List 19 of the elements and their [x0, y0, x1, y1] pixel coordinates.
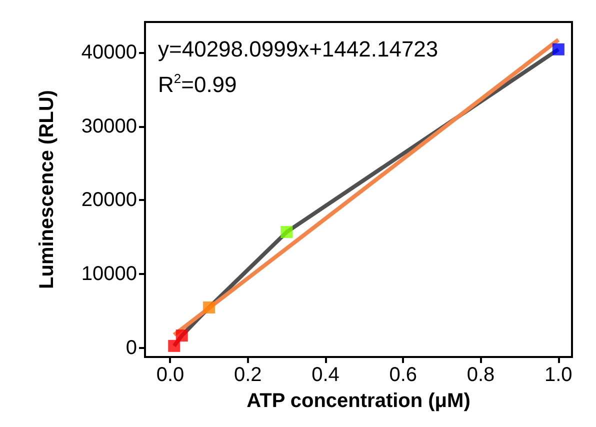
x-tick-label: 0.4 — [312, 364, 340, 386]
x-tick-label: 0.6 — [389, 364, 418, 386]
y-tick-label: 40000 — [81, 41, 137, 64]
x-tick-label: 0.0 — [156, 364, 184, 386]
y-tick-label: 0 — [126, 337, 137, 360]
point — [176, 330, 188, 342]
y-tick-label: 20000 — [81, 189, 137, 212]
x-axis-title: ATP concentration (μM) — [246, 390, 470, 412]
x-tick-label: 1.0 — [544, 364, 572, 386]
x-tick-label: 0.8 — [466, 364, 495, 386]
point — [168, 340, 180, 352]
point — [280, 226, 293, 238]
point — [203, 301, 216, 314]
annotation: y=40298.0999x+1442.14723 — [158, 36, 438, 62]
y-axis-title: Luminescence (RLU) — [36, 90, 58, 289]
y-tick-label: 30000 — [81, 115, 137, 138]
x-tick-label: 0.2 — [234, 364, 262, 386]
y-tick-label: 10000 — [81, 263, 137, 286]
point — [552, 43, 564, 56]
